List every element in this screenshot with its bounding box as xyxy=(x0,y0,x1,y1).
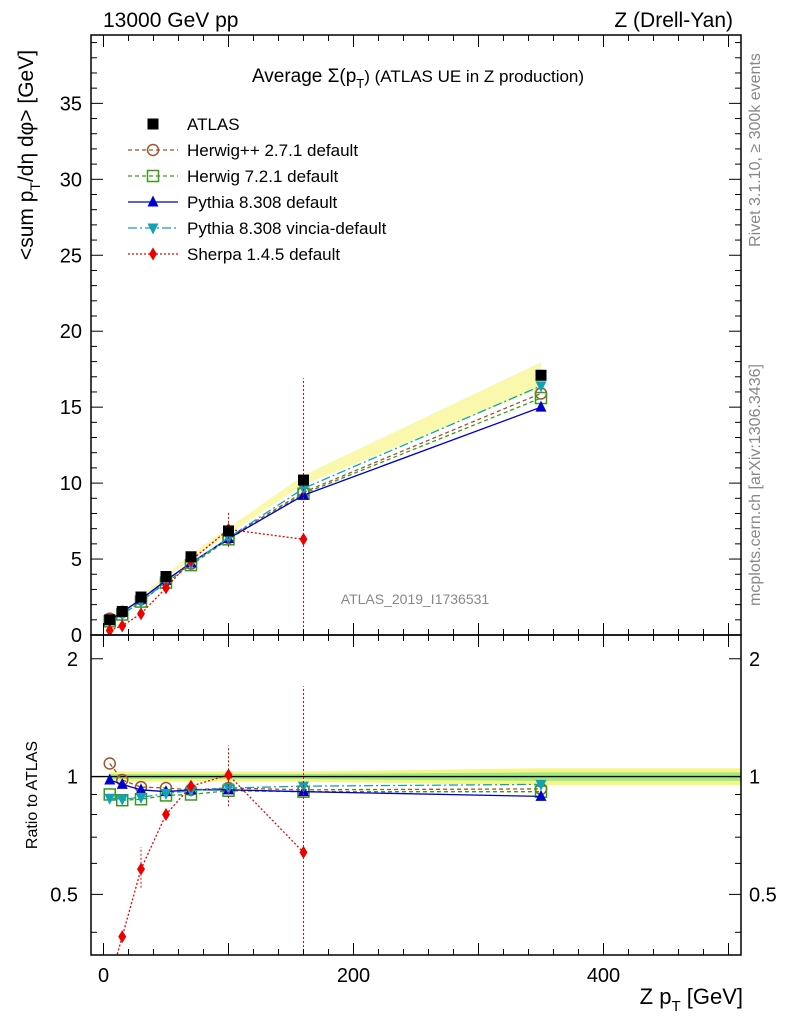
y-tick-label: 5 xyxy=(71,549,82,571)
main-panel: 0 5 10 15 20 25 30 35 Average Σ(pT) (ATLAS UE i… xyxy=(60,34,742,647)
ratio-line-4 xyxy=(116,774,304,955)
legend-label: Sherpa 1.4.5 default xyxy=(187,245,340,264)
ylabel-b: /dη dφ> [GeV] xyxy=(15,50,38,182)
legend-label: Herwig++ 2.7.1 default xyxy=(187,141,358,160)
header-process: Z (Drell-Yan) xyxy=(614,9,733,32)
ratio-tick-label-right: 2 xyxy=(749,649,760,671)
ratio-point-4 xyxy=(137,862,145,876)
series-point-4 xyxy=(162,581,170,595)
ratio-point-4 xyxy=(224,768,233,782)
main-ylabel: <sum pT/dη dφ> [GeV] xyxy=(15,50,43,260)
y-tick-label: 10 xyxy=(60,473,82,495)
data-point xyxy=(223,525,234,537)
ratio-tick-label: 0.5 xyxy=(50,884,78,906)
ratio-panel: 0 200 400 0.5 0.5 1 1 2 2 xyxy=(50,634,777,987)
legend-marker xyxy=(147,223,159,235)
ylabel-sub: T xyxy=(27,182,43,191)
plot-title: Average Σ(pT) (ATLAS UE in Z production) xyxy=(252,66,584,91)
legend: ATLAS Herwig++ 2.7.1 default Herwig 7.2.1 … xyxy=(128,115,387,264)
ratio-point-2 xyxy=(104,773,116,785)
y-tick-label: 15 xyxy=(60,397,82,419)
title-main: Average Σ(p xyxy=(252,66,356,87)
series-point-4 xyxy=(105,623,114,635)
x-tick-label: 400 xyxy=(587,965,620,987)
data-point xyxy=(160,571,172,583)
series-point-2 xyxy=(535,400,547,412)
data-uncertainty-band xyxy=(109,362,541,621)
series-line-3 xyxy=(109,385,542,623)
legend-marker xyxy=(146,143,160,157)
ratio-point-3 xyxy=(535,779,547,791)
x-tick-label: 0 xyxy=(98,965,109,987)
xlabel-main: Z p xyxy=(640,984,672,1009)
ratio-line-3 xyxy=(109,783,542,800)
xlabel-rest: [GeV] xyxy=(681,984,743,1009)
ratio-point-3 xyxy=(298,781,309,793)
ratio-point-4 xyxy=(162,807,170,821)
ratio-frame xyxy=(90,634,742,956)
ratio-point-2 xyxy=(535,789,547,801)
ratio-point-2 xyxy=(116,777,128,789)
legend-marker xyxy=(147,195,159,207)
series-point-4 xyxy=(299,532,308,546)
y-tick-label: 35 xyxy=(60,93,82,115)
rivet-label: Rivet 3.1.10, ≥ 300k events xyxy=(747,53,764,247)
data-point xyxy=(116,605,128,617)
ratio-tick-label: 1 xyxy=(67,767,78,789)
y-tick-label: 0 xyxy=(71,625,82,647)
series-point-4 xyxy=(137,607,145,621)
ratio-tick-label-right: 1 xyxy=(749,767,760,789)
data-point xyxy=(104,614,116,626)
ratio-point-3 xyxy=(116,794,128,806)
ratio-point-2 xyxy=(135,783,147,795)
y-tick-label: 20 xyxy=(60,321,82,343)
ratio-point-0 xyxy=(103,757,116,770)
ratio-point-3 xyxy=(160,789,172,801)
legend-label: Pythia 8.308 vincia-default xyxy=(187,219,387,238)
series-point-4 xyxy=(118,619,127,633)
xlabel-sub: T xyxy=(671,998,680,1015)
series-line-2 xyxy=(109,406,542,621)
ratio-line-0 xyxy=(109,763,542,791)
legend-marker xyxy=(147,118,159,130)
series-line-0 xyxy=(109,392,542,620)
ratio-point-3 xyxy=(135,792,147,804)
ratio-point-4 xyxy=(118,930,127,944)
legend-marker xyxy=(149,247,157,261)
data-point xyxy=(135,591,147,603)
analysis-label: ATLAS_2019_I1736531 xyxy=(341,591,490,607)
ratio-point-4 xyxy=(187,779,195,793)
legend-marker xyxy=(146,169,160,183)
legend-label: ATLAS xyxy=(187,115,240,134)
title-sub: T xyxy=(356,76,364,91)
legend-label: Pythia 8.308 default xyxy=(187,193,338,212)
title-rest: ) (ATLAS UE in Z production) xyxy=(364,67,584,86)
legend-label: Herwig 7.2.1 default xyxy=(187,167,338,186)
y-tick-label: 30 xyxy=(60,169,82,191)
x-axis-label: Z pT [GeV] xyxy=(640,984,743,1015)
ratio-tick-label-right: 0.5 xyxy=(749,884,777,906)
ylabel-a: <sum p xyxy=(15,191,38,260)
data-point xyxy=(298,474,309,486)
y-tick-label: 25 xyxy=(60,245,82,267)
ratio-point-3 xyxy=(104,793,116,805)
series-line-1 xyxy=(109,397,542,622)
mcplots-label: mcplots.cern.ch [arXiv:1306.3436] xyxy=(747,364,764,606)
series-point-3 xyxy=(535,381,547,393)
data-point xyxy=(185,551,197,563)
data-point xyxy=(535,369,547,381)
x-tick-label: 200 xyxy=(337,965,370,987)
header-energy: 13000 GeV pp xyxy=(103,9,238,32)
ratio-tick-label: 2 xyxy=(67,649,78,671)
ratio-point-4 xyxy=(299,845,308,859)
ratio-ylabel: Ratio to ATLAS xyxy=(24,741,41,849)
